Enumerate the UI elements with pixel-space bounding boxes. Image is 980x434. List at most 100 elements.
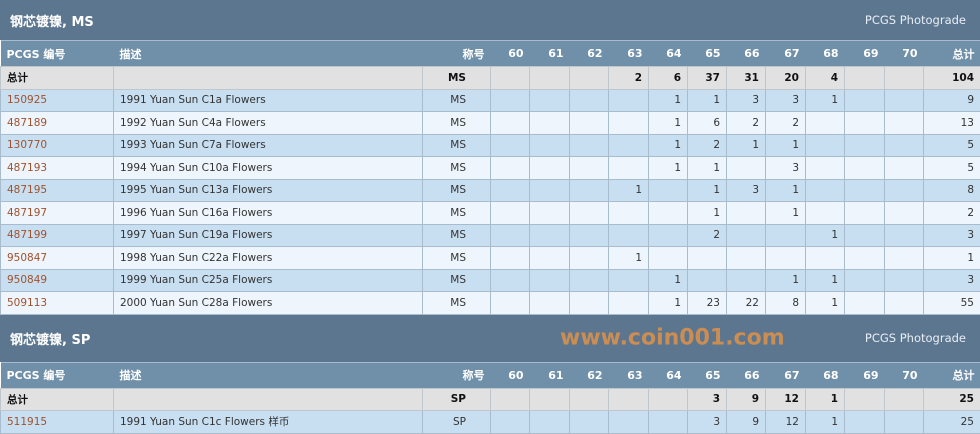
grade-cell[interactable]: 22 [727,292,766,315]
col-grade-68[interactable]: 68 [806,362,845,388]
col-grade-62[interactable]: 62 [570,362,609,388]
grade-cell[interactable]: 1 [649,269,688,292]
pcgs-number-link[interactable]: 950849 [7,274,47,286]
grade-cell[interactable]: 1 [806,292,845,315]
photograde-link[interactable]: PCGS Photograde [865,13,966,27]
pcgs-number-link[interactable]: 950847 [7,252,47,264]
grade-cell[interactable]: 2 [688,134,727,157]
col-pcgs[interactable]: PCGS 编号 [1,362,114,388]
col-grade-68[interactable]: 68 [806,41,845,67]
total-grade-cell [609,388,649,411]
col-grade-62[interactable]: 62 [570,41,609,67]
col-grade-66[interactable]: 66 [727,362,766,388]
grade-cell[interactable]: 3 [688,411,727,434]
grade-cell[interactable]: 1 [649,292,688,315]
pcgs-number-link[interactable]: 509113 [7,297,47,309]
designation-cell: SP [423,411,491,434]
pcgs-number-link[interactable]: 150925 [7,94,47,106]
col-grade-67[interactable]: 67 [766,41,806,67]
grade-cell[interactable]: 1 [727,134,766,157]
grade-cell[interactable]: 2 [766,112,806,135]
grade-cell[interactable]: 1 [766,202,806,225]
grade-cell[interactable]: 1 [688,179,727,202]
grade-cell [491,202,530,225]
grade-cell [530,89,570,112]
col-grade-61[interactable]: 61 [530,362,570,388]
col-grade-60[interactable]: 60 [491,362,530,388]
description-cell: 1999 Yuan Sun C25a Flowers [114,269,423,292]
grade-cell [845,202,885,225]
pcgs-number-link[interactable]: 130770 [7,139,47,151]
grade-cell[interactable]: 1 [806,224,845,247]
pcgs-number-link[interactable]: 487197 [7,207,47,219]
grade-cell[interactable]: 23 [688,292,727,315]
grade-cell [530,247,570,270]
pcgs-number-link[interactable]: 487189 [7,117,47,129]
col-desc[interactable]: 描述 [114,362,423,388]
grade-cell[interactable]: 1 [806,269,845,292]
grade-cell[interactable]: 1 [688,157,727,180]
grade-cell[interactable]: 3 [766,157,806,180]
grade-cell[interactable]: 1 [609,179,649,202]
designation-cell: MS [423,179,491,202]
grade-cell[interactable]: 9 [727,411,766,434]
grade-cell[interactable]: 1 [649,134,688,157]
col-pcgs[interactable]: PCGS 编号 [1,41,114,67]
grade-cell[interactable]: 1 [649,89,688,112]
col-designation[interactable]: 称号 [423,41,491,67]
grade-cell [845,157,885,180]
pcgs-number-link[interactable]: 487199 [7,229,47,241]
col-grade-63[interactable]: 63 [609,362,649,388]
col-grade-66[interactable]: 66 [727,41,766,67]
row-total-cell: 3 [924,269,980,292]
grade-cell [885,89,924,112]
grade-cell[interactable]: 12 [766,411,806,434]
col-grade-64[interactable]: 64 [649,41,688,67]
photograde-link[interactable]: PCGS Photograde [865,331,966,345]
grade-cell[interactable]: 2 [727,112,766,135]
grade-cell[interactable]: 1 [806,411,845,434]
grade-cell[interactable]: 1 [766,269,806,292]
grade-cell[interactable]: 1 [649,157,688,180]
grade-cell[interactable]: 1 [766,179,806,202]
grade-cell[interactable]: 3 [727,179,766,202]
col-grade-60[interactable]: 60 [491,41,530,67]
pcgs-number-link[interactable]: 487195 [7,184,47,196]
grade-cell[interactable]: 1 [806,89,845,112]
grade-cell[interactable]: 3 [766,89,806,112]
row-total-cell: 9 [924,89,980,112]
col-grade-70[interactable]: 70 [885,362,924,388]
grade-cell[interactable]: 1 [688,202,727,225]
grade-cell[interactable]: 6 [688,112,727,135]
col-grade-69[interactable]: 69 [845,41,885,67]
col-total[interactable]: 总计 [924,41,980,67]
description-cell: 1991 Yuan Sun C1a Flowers [114,89,423,112]
grade-cell[interactable]: 1 [649,112,688,135]
grade-cell[interactable]: 2 [688,224,727,247]
col-grade-70[interactable]: 70 [885,41,924,67]
pcgs-number-link[interactable]: 511915 [7,416,47,428]
grade-cell [649,411,688,434]
col-designation[interactable]: 称号 [423,362,491,388]
col-grade-69[interactable]: 69 [845,362,885,388]
col-grade-63[interactable]: 63 [609,41,649,67]
row-total-cell: 25 [924,411,980,434]
total-grade-cell: 2 [609,67,649,90]
col-grade-67[interactable]: 67 [766,362,806,388]
col-grade-65[interactable]: 65 [688,41,727,67]
col-grade-64[interactable]: 64 [649,362,688,388]
grade-cell[interactable]: 1 [609,247,649,270]
col-grade-61[interactable]: 61 [530,41,570,67]
grade-cell[interactable]: 1 [688,89,727,112]
grade-cell[interactable]: 1 [766,134,806,157]
grade-cell[interactable]: 3 [727,89,766,112]
col-desc[interactable]: 描述 [114,41,423,67]
col-total[interactable]: 总计 [924,362,980,388]
grade-cell[interactable]: 8 [766,292,806,315]
col-grade-65[interactable]: 65 [688,362,727,388]
designation-cell: MS [423,202,491,225]
grade-cell [609,89,649,112]
pcgs-number-link[interactable]: 487193 [7,162,47,174]
